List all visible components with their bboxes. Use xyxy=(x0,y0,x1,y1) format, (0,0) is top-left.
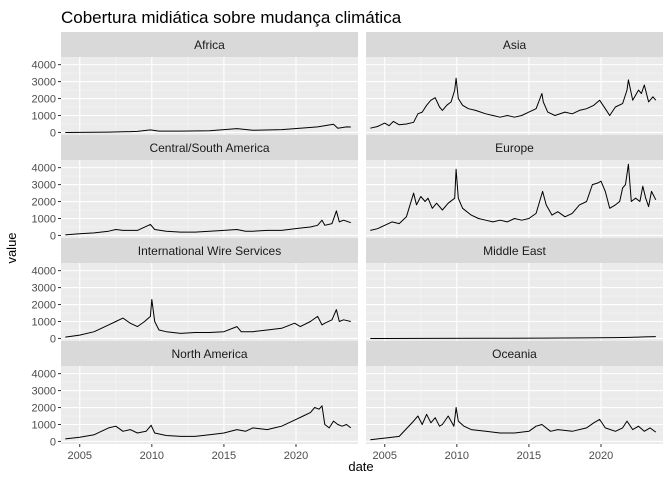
y-tick-label: 3000 xyxy=(32,180,56,192)
y-tick-label: 4000 xyxy=(32,266,56,278)
x-tick-label: 2005 xyxy=(68,450,92,462)
y-tick-label: 0 xyxy=(50,436,56,448)
facet-international-wire-services: International Wire Services xyxy=(61,238,358,341)
x-tick-label: 2015 xyxy=(212,450,236,462)
y-axis-ticks: 0 1000 2000 3000 4000 0 1000 2000 3000 4000 0 1000 2… xyxy=(32,60,61,448)
y-tick-label: 3000 xyxy=(32,386,56,398)
facet-panels: Africa Asia Central/South America Europe Int… xyxy=(61,32,663,444)
panel-background xyxy=(366,263,663,341)
y-tick-label: 3000 xyxy=(32,77,56,89)
facet-strip-label: Oceania xyxy=(492,347,537,361)
facet-north-america: North America xyxy=(61,341,358,444)
y-tick-label: 0 xyxy=(50,333,56,345)
facet-strip-label: Central/South America xyxy=(149,141,269,155)
y-tick-label: 0 xyxy=(50,127,56,139)
series-line-africa xyxy=(65,123,351,133)
y-axis-title: value xyxy=(4,232,19,263)
facet-strip xyxy=(366,341,663,366)
series-line-north-america xyxy=(65,405,352,440)
x-axis-title: date xyxy=(348,459,373,474)
series-line-oceania xyxy=(370,407,657,441)
y-tick-label: 0 xyxy=(50,230,56,242)
y-tick-label: 3000 xyxy=(32,283,56,295)
series-line-europe xyxy=(370,163,657,231)
series-line-asia xyxy=(370,77,657,129)
facet-middle-east: Middle East xyxy=(366,238,663,341)
x-tick-label: 2020 xyxy=(284,450,308,462)
x-tick-label: 2015 xyxy=(517,450,541,462)
series-line-middle-east xyxy=(370,336,656,339)
y-tick-label: 1000 xyxy=(32,317,56,329)
y-tick-label: 4000 xyxy=(32,163,56,175)
facet-strip xyxy=(61,32,358,57)
facet-asia: Asia xyxy=(366,32,663,135)
facet-central-south-america: Central/South America xyxy=(61,135,358,238)
panel-background xyxy=(61,57,358,135)
facet-strip-label: Africa xyxy=(194,38,225,52)
facet-strip xyxy=(61,238,358,263)
y-tick-label: 1000 xyxy=(32,214,56,226)
panel-background xyxy=(366,366,663,444)
x-tick-label: 2005 xyxy=(373,450,397,462)
facet-strip-label: Middle East xyxy=(483,244,546,258)
facet-europe: Europe xyxy=(366,135,663,238)
facet-oceania: Oceania xyxy=(366,341,663,444)
facet-strip xyxy=(366,135,663,160)
panel-background xyxy=(366,160,663,238)
panel-background xyxy=(61,160,358,238)
facet-strip-label: Asia xyxy=(503,38,527,52)
facet-strip-label: North America xyxy=(171,347,247,361)
facet-strip xyxy=(366,238,663,263)
y-tick-label: 4000 xyxy=(32,60,56,72)
facet-strip xyxy=(61,135,358,160)
x-tick-label: 2020 xyxy=(589,450,613,462)
y-tick-label: 2000 xyxy=(32,94,56,106)
facet-africa: Africa xyxy=(61,32,358,135)
series-line-central-south-america xyxy=(65,210,351,236)
y-tick-label: 1000 xyxy=(32,111,56,123)
y-tick-label: 2000 xyxy=(32,197,56,209)
panel-background xyxy=(366,57,663,135)
facet-strip-label: Europe xyxy=(495,141,534,155)
facet-strip-label: International Wire Services xyxy=(138,244,281,258)
chart-title: Cobertura midiática sobre mudança climát… xyxy=(61,8,402,27)
facet-strip xyxy=(366,32,663,57)
y-tick-label: 4000 xyxy=(32,369,56,381)
x-tick-label: 2010 xyxy=(445,450,469,462)
y-tick-label: 2000 xyxy=(32,300,56,312)
x-axis-ticks: 2005 2010 2015 2020 2005 2010 2015 2020 xyxy=(68,444,613,462)
x-tick-label: 2010 xyxy=(140,450,164,462)
series-line-international-wire-services xyxy=(65,299,351,338)
facet-strip xyxy=(61,341,358,366)
y-tick-label: 1000 xyxy=(32,420,56,432)
panel-background xyxy=(61,263,358,341)
y-tick-label: 2000 xyxy=(32,403,56,415)
panel-background xyxy=(61,366,358,444)
